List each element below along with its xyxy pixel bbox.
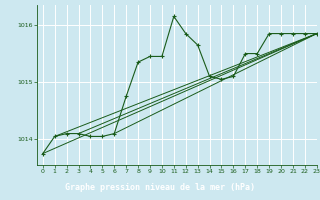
Text: Graphe pression niveau de la mer (hPa): Graphe pression niveau de la mer (hPa) — [65, 183, 255, 192]
